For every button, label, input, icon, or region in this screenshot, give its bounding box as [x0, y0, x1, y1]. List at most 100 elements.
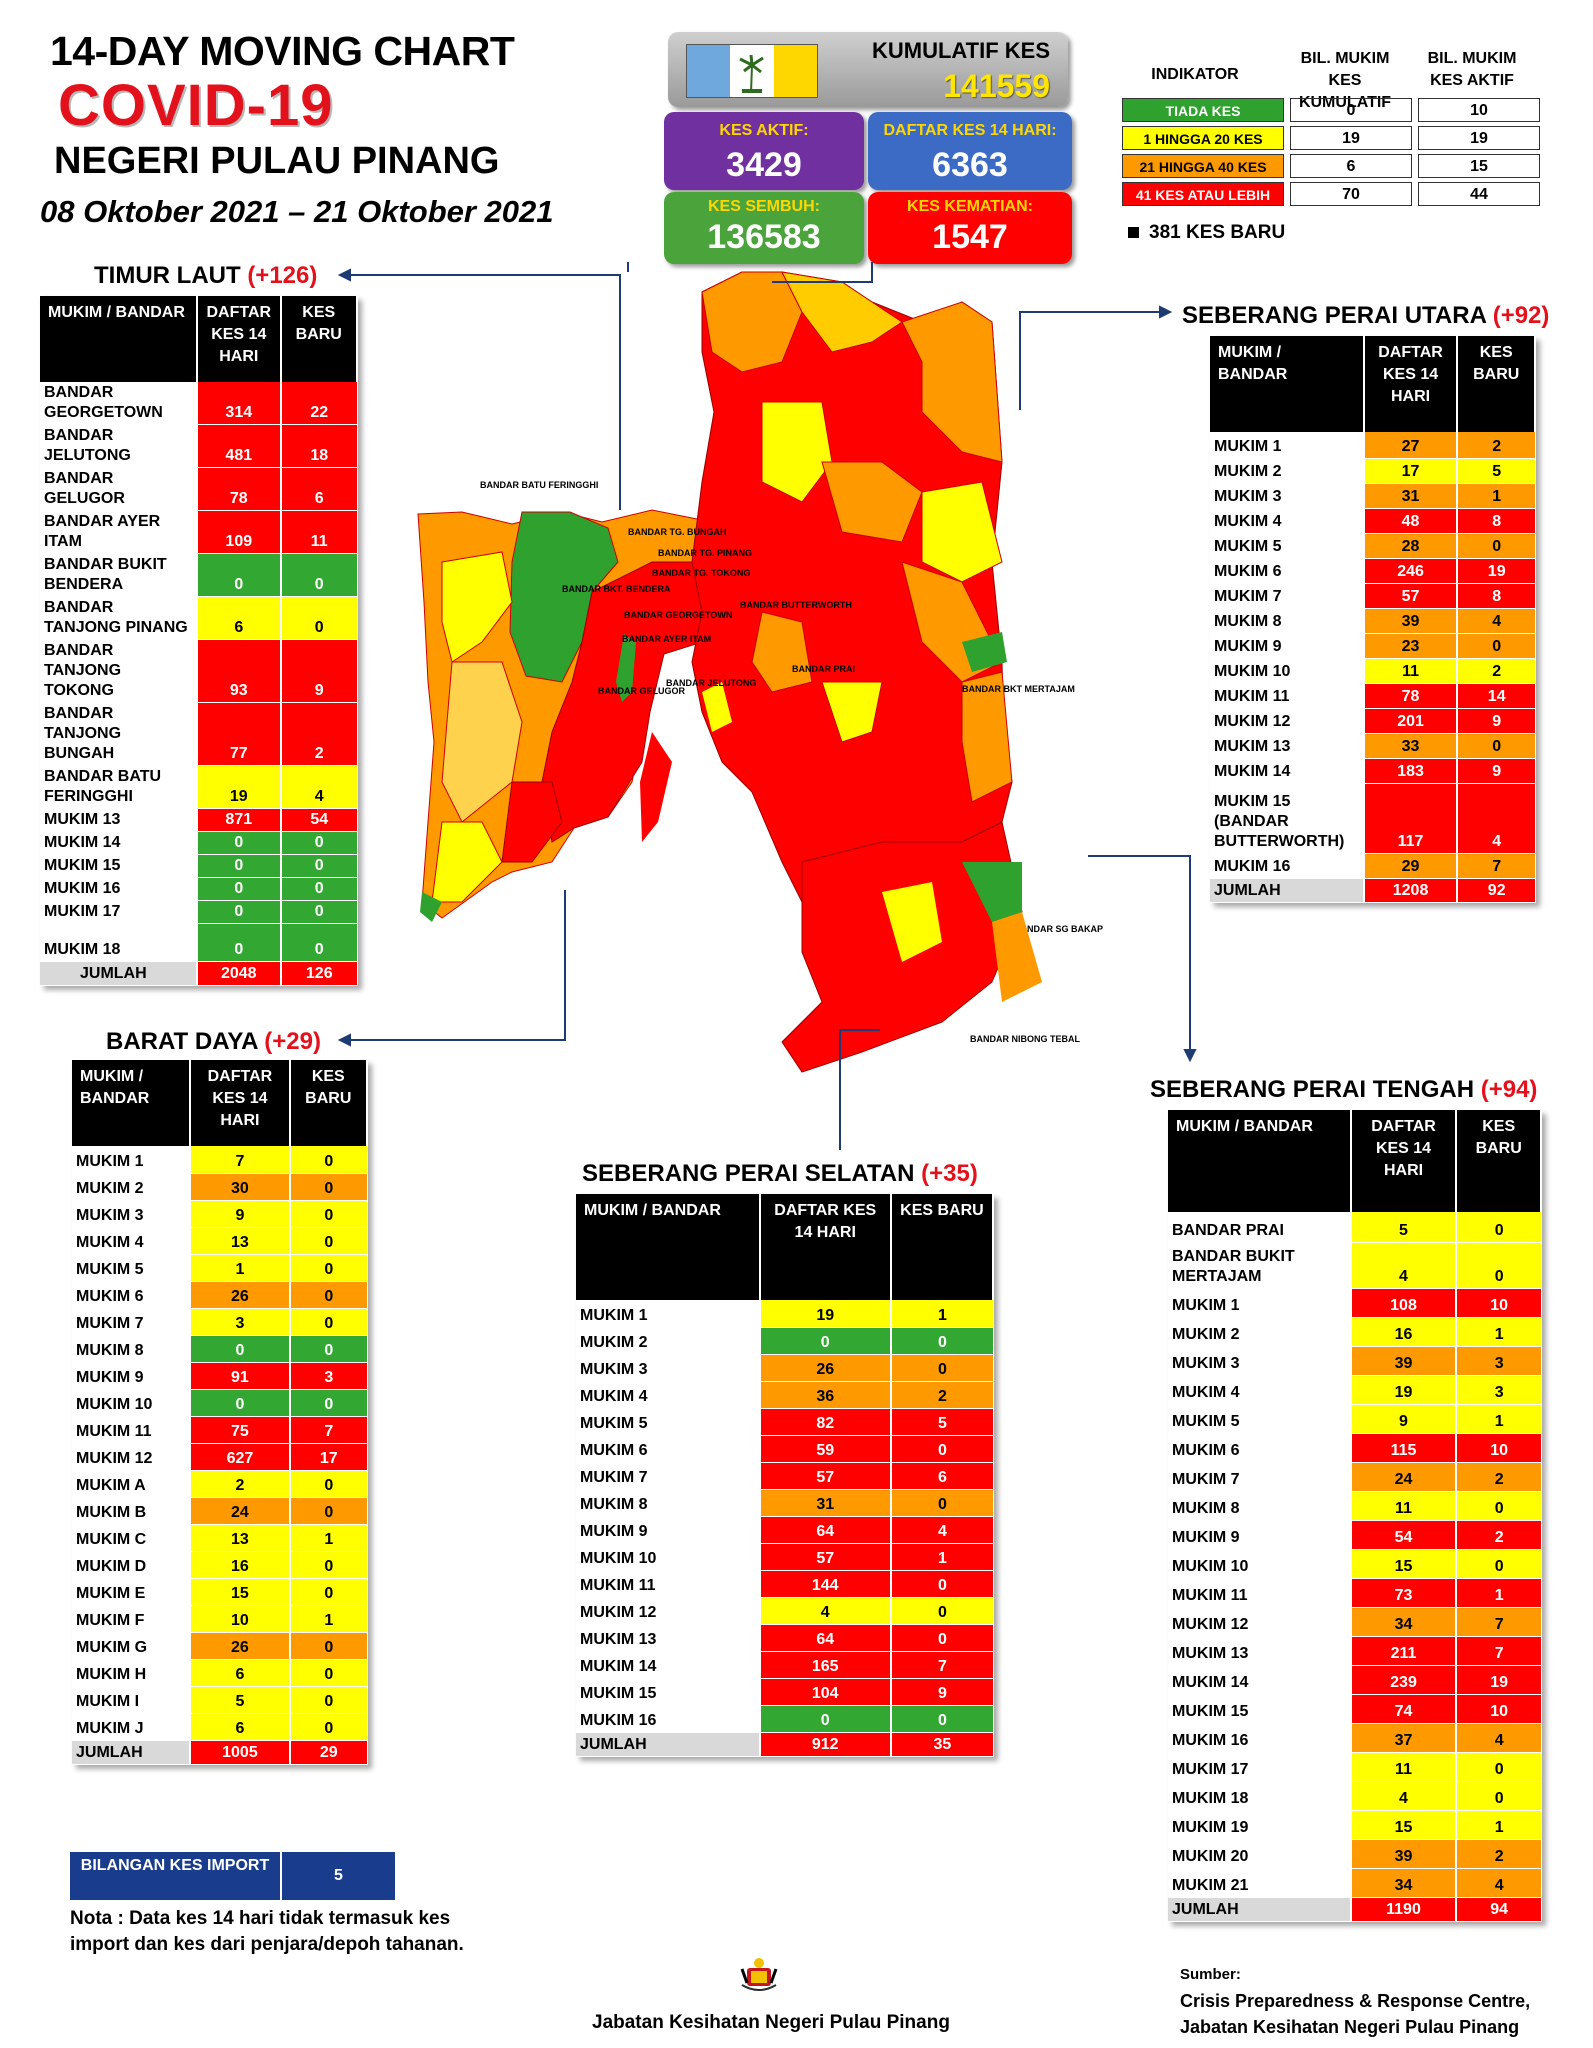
- source-line-2: Jabatan Kesihatan Negeri Pulau Pinang: [1180, 2017, 1520, 2037]
- new-cases-value: 4: [279, 765, 357, 809]
- cases-14day-value: 39: [1362, 608, 1458, 634]
- table-row: MUKIM 18 4 0: [1168, 1781, 1541, 1811]
- cases-14day-value: 6: [189, 1659, 290, 1687]
- table-row: MUKIM 5 82 5: [576, 1408, 993, 1436]
- area-name: MUKIM 6: [576, 1435, 760, 1463]
- cases-14day-value: 19: [758, 1300, 891, 1328]
- area-name: MUKIM 2: [1168, 1317, 1351, 1347]
- cases-14day-value: 74: [1349, 1694, 1457, 1724]
- cases-14day-value: 75: [189, 1416, 290, 1444]
- table-row: MUKIM 19 15 1: [1168, 1810, 1541, 1840]
- area-name: MUKIM G: [72, 1632, 191, 1660]
- cases-14day-value: 3: [189, 1308, 290, 1336]
- area-name: BANDAR JELUTONG: [40, 424, 198, 468]
- recovered-label: KES SEMBUH:: [707, 198, 820, 215]
- area-name: MUKIM 3: [576, 1354, 760, 1382]
- area-name: MUKIM 6: [72, 1281, 191, 1309]
- table-row: MUKIM 9 23 0: [1210, 633, 1535, 659]
- area-name: BANDAR GELUGOR: [40, 467, 198, 511]
- area-name: MUKIM 13: [40, 808, 198, 832]
- table-row: MUKIM 15 (BANDAR BUTTERWORTH) 117 4: [1210, 783, 1535, 854]
- table-row: MUKIM 12 627 17: [72, 1443, 367, 1471]
- new-cases-value: 0: [889, 1705, 993, 1733]
- timur-laut-table: MUKIM / BANDAR DAFTAR KES 14 HARI KES BARU…: [40, 296, 358, 986]
- cases-14day-value: 24: [1349, 1462, 1457, 1492]
- cases-14day-value: 5: [189, 1686, 290, 1714]
- table-row: MUKIM 3 39 3: [1168, 1346, 1541, 1376]
- new-cases-value: 0: [889, 1597, 993, 1625]
- total-value: 1190: [1349, 1897, 1457, 1922]
- new-cases-value: 9: [889, 1678, 993, 1706]
- new-cases-value: 0: [889, 1624, 993, 1652]
- cases-14day-value: 78: [1362, 683, 1458, 709]
- new-cases-value: 0: [1455, 1212, 1541, 1243]
- area-name: MUKIM 11: [1210, 683, 1364, 709]
- table-row: MUKIM 16 0 0: [40, 877, 357, 901]
- sps-delta: (+35): [921, 1160, 978, 1187]
- area-name: MUKIM 10: [1210, 658, 1364, 684]
- new-cases-value: 2: [1455, 1520, 1541, 1550]
- chart-heading: 14-DAY MOVING CHART: [50, 28, 515, 74]
- new-cases-value: 7: [288, 1416, 367, 1444]
- total-label: JUMLAH: [40, 961, 198, 986]
- cases-14day-value: 15: [189, 1578, 290, 1606]
- table-row: MUKIM 1 27 2: [1210, 432, 1535, 459]
- area-name: MUKIM 13: [1168, 1636, 1351, 1666]
- area-name: MUKIM 5: [1168, 1404, 1351, 1434]
- malaysia-crest-icon: [740, 1958, 778, 1991]
- cases-14day-value: 15: [1349, 1810, 1457, 1840]
- total-value: 35: [889, 1732, 993, 1757]
- new-cases-value: 9: [1456, 758, 1535, 784]
- timur-laut-title: TIMUR LAUT (+126): [94, 262, 317, 290]
- cases-14day-value: 0: [196, 877, 281, 901]
- new-cases-value: 0: [279, 553, 357, 597]
- new-cases-value: 0: [279, 923, 357, 962]
- area-name: MUKIM 4: [1210, 508, 1364, 534]
- cases-14day-value: 64: [758, 1624, 891, 1652]
- area-name: MUKIM 10: [1168, 1549, 1351, 1579]
- area-name: MUKIM 5: [72, 1254, 191, 1282]
- table-row: BANDAR TANJONG BUNGAH 77 2: [40, 702, 357, 766]
- table-row: MUKIM 21 34 4: [1168, 1868, 1541, 1898]
- table-row: MUKIM 12 201 9: [1210, 708, 1535, 734]
- cases-14day-value: 0: [196, 900, 281, 924]
- indicator-label: 41 KES ATAU LEBIH: [1122, 182, 1284, 206]
- area-name: BANDAR BUKIT MERTAJAM: [1168, 1242, 1351, 1289]
- cases-14day-value: 57: [758, 1543, 891, 1571]
- total-row: JUMLAH 2048 126: [40, 961, 357, 986]
- cases-14day-value: 1: [189, 1254, 290, 1282]
- area-name: MUKIM 3: [1168, 1346, 1351, 1376]
- total-value: 2048: [196, 961, 281, 986]
- new-cases-value: 3: [288, 1362, 367, 1390]
- area-name: BANDAR PRAI: [1168, 1212, 1351, 1243]
- new-cases-value: 1: [1455, 1404, 1541, 1434]
- cases-14day-value: 5: [1349, 1212, 1457, 1243]
- cases-14day-value: 91: [189, 1362, 290, 1390]
- new-cases-value: 9: [1456, 708, 1535, 734]
- new-cases-value: 1: [288, 1524, 367, 1552]
- table-row: BANDAR GEORGETOWN 314 22: [40, 382, 357, 425]
- new-cases-value: 4: [1456, 608, 1535, 634]
- area-name: MUKIM D: [72, 1551, 191, 1579]
- table-row: MUKIM 14 0 0: [40, 831, 357, 855]
- new-cases-value: 4: [889, 1516, 993, 1544]
- cumulative-label: KUMULATIF KES: [871, 38, 1050, 63]
- table-row: MUKIM 4 13 0: [72, 1227, 367, 1255]
- new-cases-value: 8: [1456, 508, 1535, 534]
- penang-island: [417, 509, 745, 922]
- new-cases-value: 0: [288, 1497, 367, 1525]
- new-cases-value: 10: [1455, 1288, 1541, 1318]
- table-row: MUKIM 7 57 8: [1210, 583, 1535, 609]
- area-name: MUKIM 14: [1210, 758, 1364, 784]
- table-row: MUKIM 11 73 1: [1168, 1578, 1541, 1608]
- area-name: MUKIM 2: [1210, 458, 1364, 484]
- area-name: MUKIM 7: [1168, 1462, 1351, 1492]
- map-label-jelutong: BANDAR JELUTONG: [666, 678, 756, 688]
- table-row: MUKIM 10 15 0: [1168, 1549, 1541, 1579]
- table-row: MUKIM 1 108 10: [1168, 1288, 1541, 1318]
- cases-14day-value: 36: [758, 1381, 891, 1409]
- new-cases-value: 7: [889, 1651, 993, 1679]
- map-label-gelugor: BANDAR GELUGOR: [598, 686, 685, 696]
